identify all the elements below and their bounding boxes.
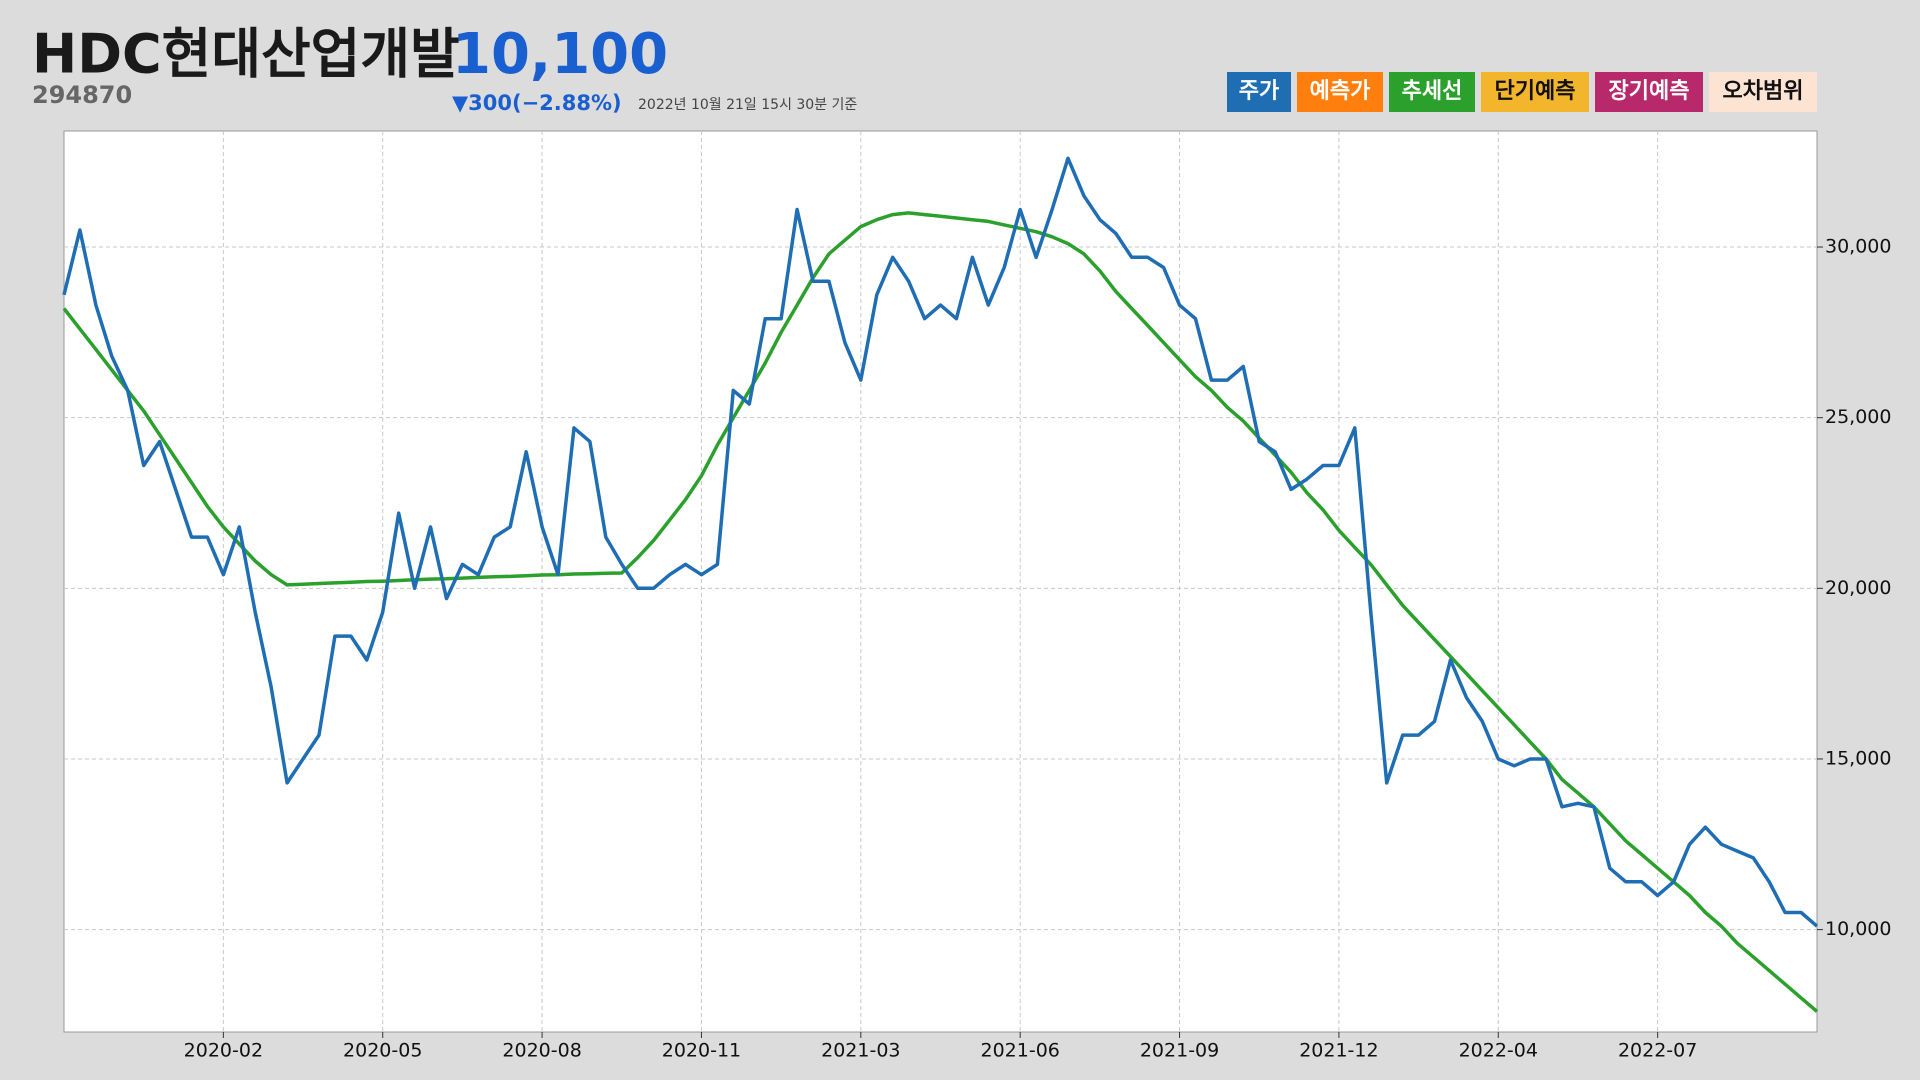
series-line (62, 211, 1819, 1013)
stock-name: HDC현대산업개발 (32, 23, 460, 86)
x-tick-label: 2022-07 (1618, 1040, 1697, 1062)
x-tick-label: 2020-11 (662, 1040, 741, 1062)
legend-label: 주가 (1239, 79, 1279, 104)
x-tick-label: 2021-09 (1140, 1040, 1219, 1062)
legend-swatch (1709, 72, 1817, 112)
x-tick-label: 2021-12 (1299, 1040, 1378, 1062)
stock-code: 294870 (32, 81, 132, 109)
legend-swatch (1481, 72, 1589, 112)
legend-label: 장기예측 (1609, 79, 1690, 104)
legend-label: 예측가 (1310, 79, 1371, 104)
y-tick-label: 15,000 (1825, 747, 1891, 769)
y-tick-label: 20,000 (1825, 577, 1891, 599)
y-tick-label: 30,000 (1825, 236, 1891, 258)
series-line (62, 156, 1819, 928)
legend-swatch (1595, 72, 1703, 112)
x-tick-label: 2021-03 (821, 1040, 900, 1062)
legend-swatch (1227, 72, 1291, 112)
y-tick-label: 25,000 (1825, 406, 1891, 428)
legend-label: 추세선 (1402, 79, 1463, 104)
legend-swatch (1297, 72, 1383, 112)
stock-price: 10,100 (452, 22, 668, 87)
y-tick-label: 10,000 (1825, 918, 1891, 940)
x-tick-label: 2021-06 (980, 1040, 1059, 1062)
legend-swatch (1389, 72, 1475, 112)
x-tick-label: 2020-08 (502, 1040, 581, 1062)
legend-label: 단기예측 (1495, 79, 1576, 104)
timestamp: 2022년 10월 21일 15시 30분 기준 (638, 97, 857, 113)
x-tick-label: 2022-04 (1459, 1040, 1538, 1062)
x-tick-label: 2020-05 (343, 1040, 422, 1062)
price-change: ▼300(−2.88%) (452, 91, 622, 115)
x-tick-label: 2020-02 (184, 1040, 263, 1062)
legend-label: 오차범위 (1723, 79, 1804, 104)
